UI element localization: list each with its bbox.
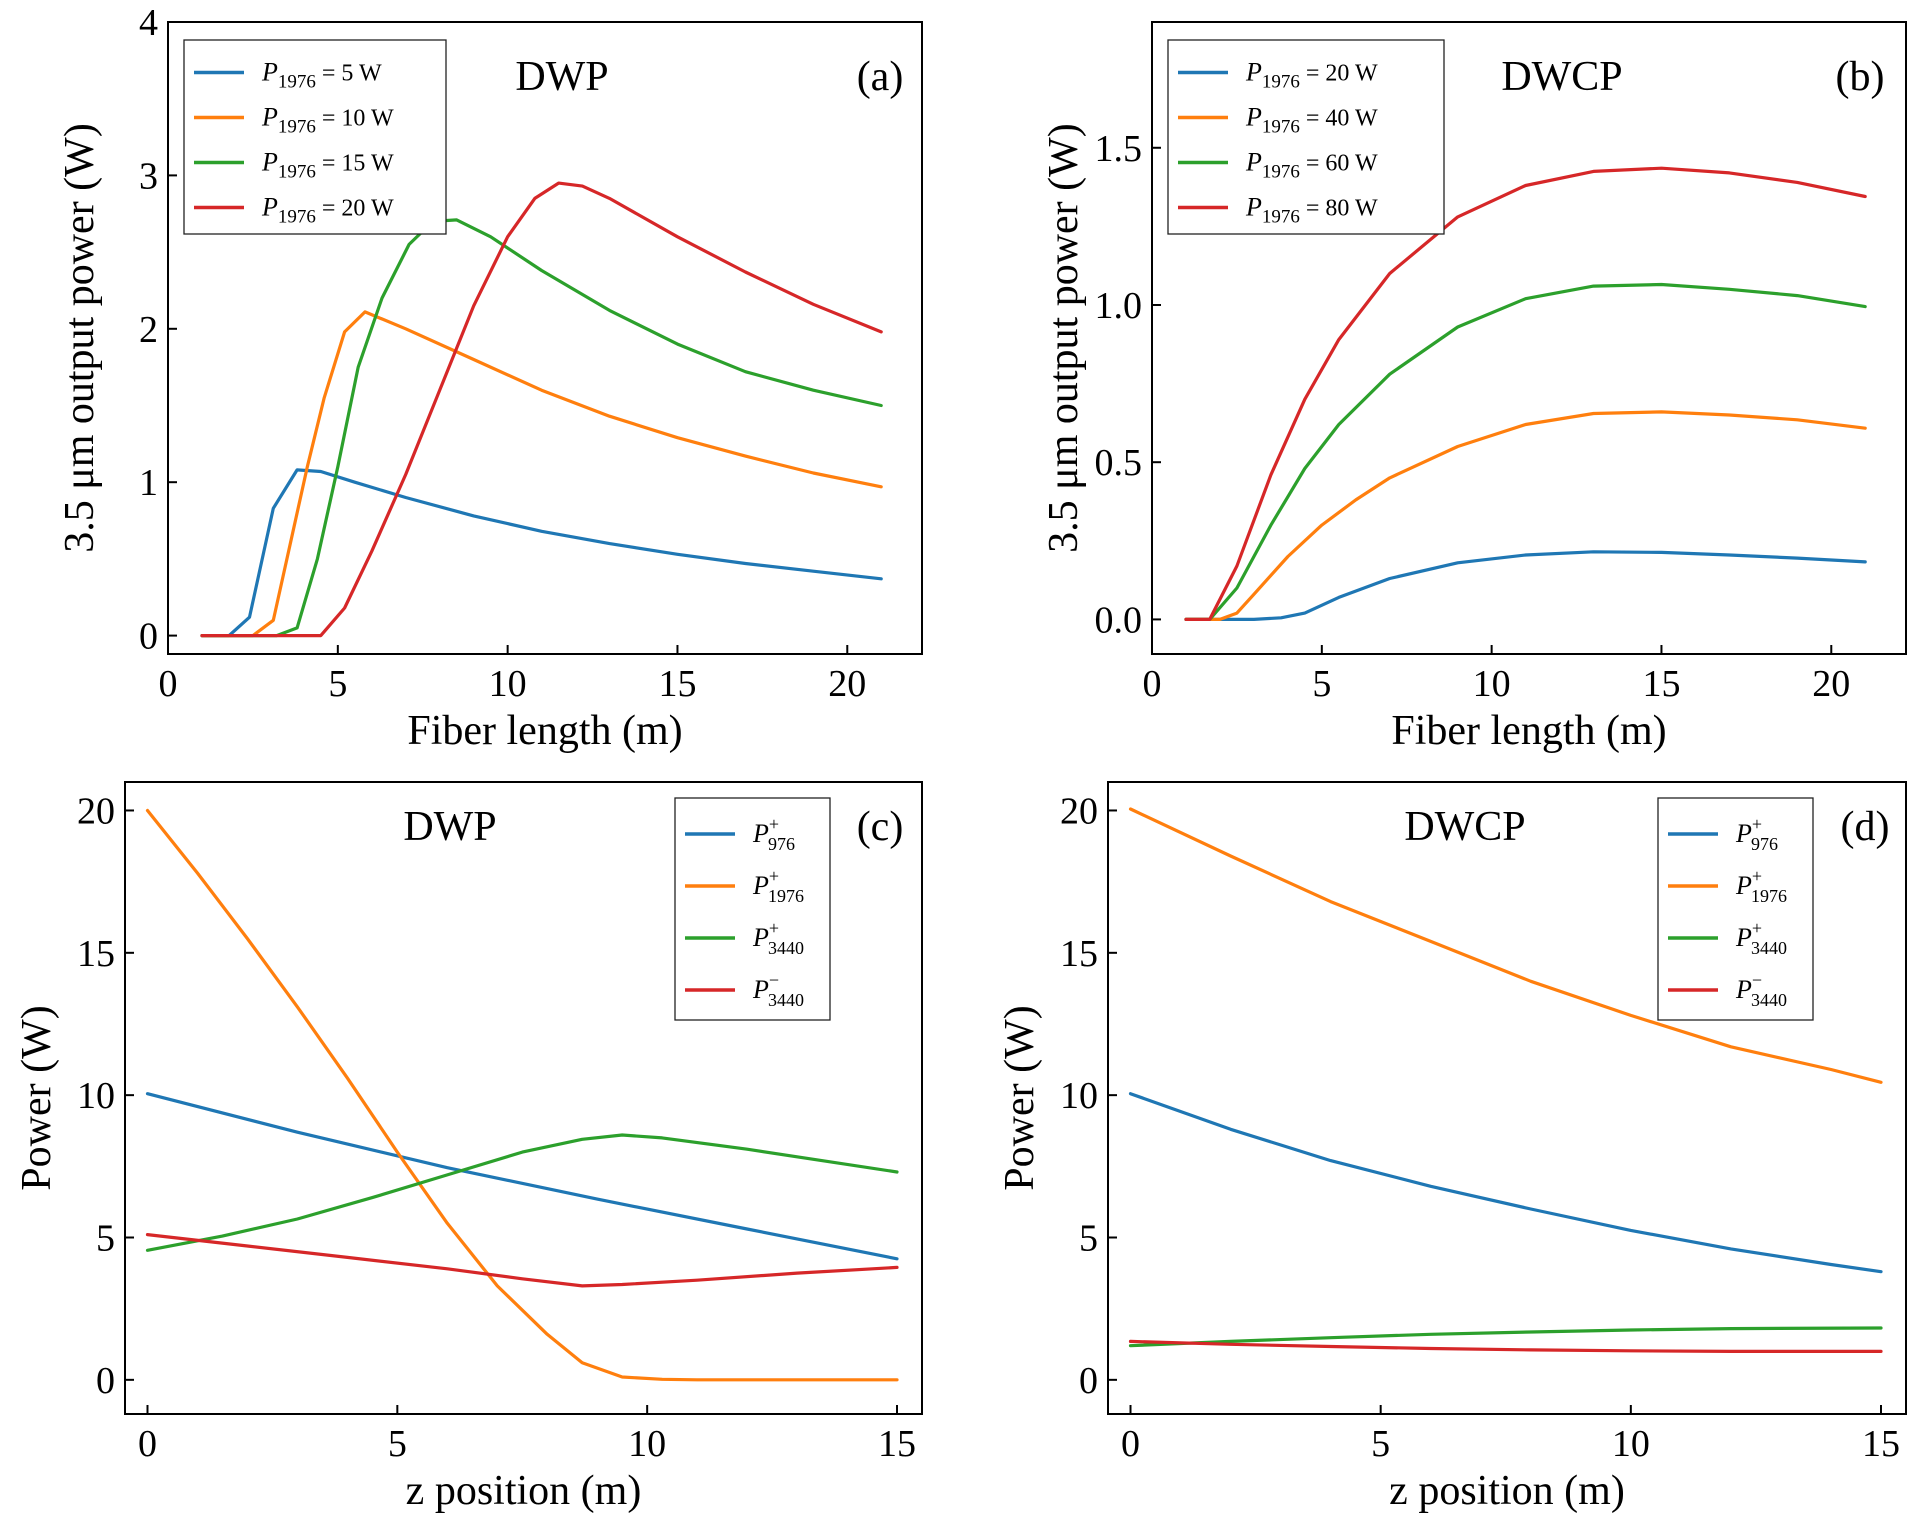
series-line-d-1	[1128, 807, 1883, 1084]
series-line-b-0	[1184, 550, 1867, 622]
y-tick-label: 3	[139, 155, 158, 197]
y-tick-label: 15	[77, 933, 115, 975]
legend-entry: P− 3440	[752, 970, 804, 1010]
plot-frame	[1107, 781, 1907, 1415]
x-tick-label: 5	[1371, 1423, 1390, 1465]
legend-entry: P1976 = 10 W	[261, 103, 394, 138]
legend-entry: P+ 3440	[1735, 918, 1787, 958]
y-tick-label: 15	[1060, 933, 1098, 975]
x-axis-label: z position (m)	[406, 1468, 642, 1514]
x-tick-label: 0	[138, 1423, 157, 1465]
series-line-b-1	[1184, 410, 1867, 622]
y-tick-label: 0	[1079, 1360, 1098, 1402]
x-tick-label: 10	[1612, 1423, 1650, 1465]
x-tick-label: 10	[1473, 663, 1511, 705]
y-tick-label: 10	[77, 1075, 115, 1117]
x-tick-label: 15	[878, 1423, 916, 1465]
legend-entry: P− 3440	[1735, 970, 1787, 1010]
x-axis-label: z position (m)	[1389, 1468, 1625, 1514]
series-line-b-2	[1184, 282, 1867, 622]
panel-title: DWP	[515, 54, 608, 100]
x-axis-label: Fiber length (m)	[407, 708, 682, 754]
y-axis-label: 3.5 μm output power (W)	[57, 123, 103, 553]
panel-title: DWCP	[1501, 54, 1622, 100]
panel-tag: (b)	[1836, 54, 1885, 100]
series-line-c-0	[145, 1092, 899, 1261]
x-tick-label: 5	[388, 1423, 407, 1465]
plot-frame	[167, 21, 923, 655]
y-tick-label: 1.0	[1095, 285, 1143, 327]
panel-title: DWCP	[1404, 804, 1525, 850]
panel-tag: (c)	[857, 804, 904, 850]
series-line-b-3	[1184, 166, 1867, 622]
y-tick-label: 1	[139, 462, 158, 504]
legend-entry: P1976 = 40 W	[1245, 103, 1378, 138]
y-tick-label: 5	[1079, 1217, 1098, 1259]
x-tick-label: 0	[159, 663, 178, 705]
x-tick-label: 0	[1121, 1423, 1140, 1465]
legend-entry: P+ 1976	[1735, 866, 1787, 906]
y-tick-label: 20	[1060, 790, 1098, 832]
legend-entry: P1976 = 20 W	[261, 193, 394, 228]
panel-tag: (a)	[857, 54, 904, 100]
x-tick-label: 10	[628, 1423, 666, 1465]
panel-tag: (d)	[1841, 804, 1890, 850]
legend-entry: P1976 = 80 W	[1245, 193, 1378, 228]
y-tick-label: 5	[96, 1217, 115, 1259]
x-tick-label: 20	[1812, 663, 1850, 705]
y-tick-label: 2	[139, 309, 158, 351]
series-line-a-0	[200, 468, 883, 638]
x-tick-label: 15	[1642, 663, 1680, 705]
series-line-a-2	[200, 218, 883, 638]
y-tick-label: 1.5	[1095, 128, 1143, 170]
y-axis-label: 3.5 μm output power (W)	[1041, 123, 1087, 553]
panel-c: 0 5 10 15 0 5 10 15 20 z position (m) Power (W) DWP…	[14, 781, 923, 1514]
series-line-c-3	[145, 1232, 899, 1288]
series-line-a-1	[200, 310, 883, 638]
series-line-a-3	[200, 181, 883, 638]
panel-d: 0 5 10 15 0 5 10 15 20 z position (m) Power (W) DWC…	[997, 781, 1907, 1514]
y-axis-label: Power (W)	[14, 1005, 60, 1190]
x-tick-label: 0	[1143, 663, 1162, 705]
y-tick-label: 0.5	[1095, 442, 1143, 484]
legend-entry: P+ 976	[1735, 814, 1778, 854]
legend-entry: P1976 = 60 W	[1245, 148, 1378, 183]
legend-entry: P+ 3440	[752, 918, 804, 958]
x-tick-label: 10	[489, 663, 527, 705]
series-line-d-2	[1128, 1326, 1883, 1348]
x-tick-label: 15	[658, 663, 696, 705]
series-line-c-2	[145, 1133, 899, 1252]
x-tick-label: 15	[1862, 1423, 1900, 1465]
panel-title: DWP	[403, 804, 496, 850]
panel-a: 0 5 10 15 20 0 1 2 3 4 Fiber length (m) 3.5 μm outp…	[57, 2, 923, 754]
y-tick-label: 0.0	[1095, 599, 1143, 641]
legend-entry: P+ 976	[752, 814, 795, 854]
y-tick-label: 4	[139, 2, 158, 44]
y-tick-label: 10	[1060, 1075, 1098, 1117]
x-tick-label: 20	[828, 663, 866, 705]
legend-entry: P+ 1976	[752, 866, 804, 906]
series-line-c-1	[145, 808, 899, 1382]
x-tick-label: 5	[328, 663, 347, 705]
plot-frame	[124, 781, 923, 1415]
legend-entry: P1976 = 20 W	[1245, 58, 1378, 93]
legend-entry: P1976 = 5 W	[261, 58, 382, 93]
x-tick-label: 5	[1312, 663, 1331, 705]
legend-entry: P1976 = 15 W	[261, 148, 394, 183]
panel-b: 0 5 10 15 20 0.0 0.5 1.0 1.5 Fiber length (m) 3.5 …	[1041, 21, 1907, 754]
y-tick-label: 20	[77, 790, 115, 832]
y-tick-label: 0	[96, 1360, 115, 1402]
series-line-d-3	[1128, 1339, 1883, 1354]
x-axis-label: Fiber length (m)	[1391, 708, 1666, 754]
y-axis-label: Power (W)	[997, 1005, 1043, 1190]
y-tick-label: 0	[139, 616, 158, 658]
plot-frame	[1151, 21, 1907, 655]
series-line-d-0	[1128, 1092, 1883, 1274]
